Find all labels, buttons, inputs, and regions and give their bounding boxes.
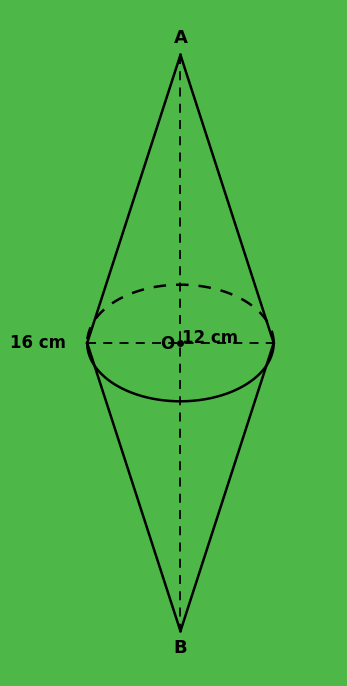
Text: A: A — [174, 29, 187, 47]
Polygon shape — [87, 343, 274, 631]
Text: O: O — [160, 335, 175, 353]
Polygon shape — [87, 55, 274, 343]
Text: B: B — [174, 639, 187, 657]
Text: 16 cm: 16 cm — [10, 334, 66, 352]
Text: 12 cm: 12 cm — [183, 329, 238, 347]
